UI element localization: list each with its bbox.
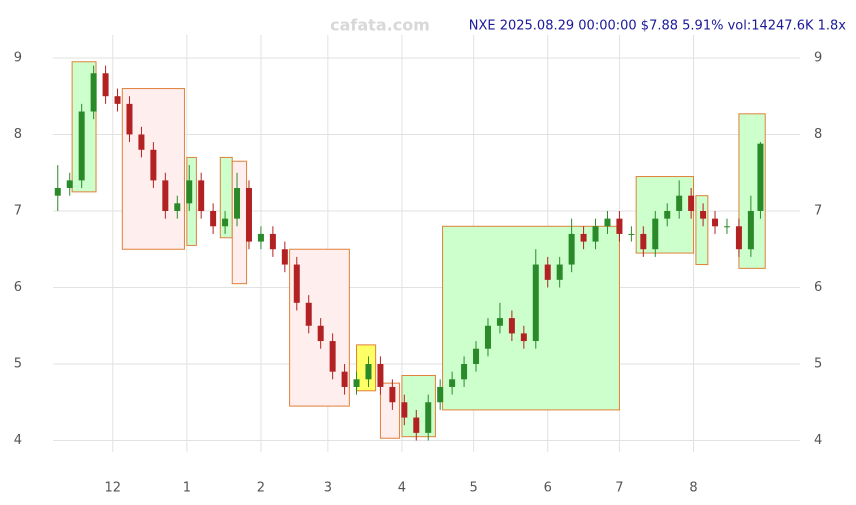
candle-body [377, 364, 384, 387]
candle-body [114, 96, 121, 104]
y-tick-label-right: 4 [814, 433, 822, 448]
x-tick-label: 2 [257, 481, 265, 496]
pattern-box [442, 225, 620, 411]
candle-body [664, 210, 671, 219]
candle-body [449, 379, 456, 387]
y-tick-label-right: 7 [814, 203, 822, 218]
y-tick-label: 4 [14, 433, 22, 448]
candle-body [401, 402, 408, 418]
candle-body [413, 417, 420, 433]
y-tick-label: 5 [14, 357, 22, 372]
y-tick-label-right: 5 [814, 357, 822, 372]
watermark: cafata.com [330, 16, 430, 35]
x-tick-label: 3 [324, 481, 332, 496]
candle-body [222, 218, 229, 227]
candle-body [425, 402, 432, 433]
candle-body [532, 264, 539, 342]
candle-body [90, 73, 97, 112]
candle-body [592, 226, 599, 242]
y-tick-label: 6 [14, 280, 22, 295]
candle-body [437, 386, 444, 403]
candle-body [353, 379, 360, 387]
candle-body [568, 233, 575, 265]
candle-body [735, 226, 742, 250]
x-tick-label: 12 [104, 481, 121, 496]
candle-body [757, 143, 764, 211]
candle-body [640, 233, 647, 250]
candle-body [198, 180, 205, 211]
candle-body [210, 210, 217, 227]
candle-body [580, 233, 587, 242]
x-tick-label: 4 [398, 481, 406, 496]
candle-body [520, 333, 527, 342]
candle-body [186, 180, 193, 204]
candle-body [628, 233, 635, 235]
candle-body [126, 103, 133, 135]
candle-body [508, 318, 515, 334]
candle-body [174, 203, 181, 211]
y-tick-label-right: 9 [814, 50, 822, 65]
candle-body [676, 195, 683, 211]
x-tick-label: 5 [469, 481, 477, 496]
candle-body [616, 218, 623, 234]
candle-body [688, 195, 695, 211]
candle-body [78, 111, 85, 181]
candle-body [162, 180, 169, 211]
candle-body [712, 218, 719, 227]
candle-body [723, 226, 730, 228]
candle-body [329, 341, 336, 372]
pattern-box [231, 160, 248, 285]
candle-body [473, 348, 480, 365]
candle-body [747, 210, 754, 250]
y-tick-label-right: 8 [814, 127, 822, 142]
candle-body [556, 264, 563, 280]
candle-body [234, 188, 241, 219]
y-tick-label: 8 [14, 127, 22, 142]
candle-body [496, 318, 503, 326]
y-tick-label: 9 [14, 50, 22, 65]
candle-body [317, 325, 324, 342]
candle-body [54, 188, 61, 196]
candle-body [652, 218, 659, 250]
candle-body [138, 134, 145, 150]
x-tick-label: 1 [183, 481, 191, 496]
candle-body [389, 386, 396, 403]
candle-body [102, 73, 109, 97]
candle-body [257, 233, 264, 242]
candle-body [245, 188, 252, 242]
chart-title: NXE 2025.08.29 00:00:00 $7.88 5.91% vol:… [469, 19, 847, 34]
candle-body [293, 264, 300, 303]
candle-body [604, 218, 611, 227]
x-tick-label: 6 [544, 481, 552, 496]
pattern-box [695, 195, 709, 266]
candle-body [341, 371, 348, 387]
x-tick-label: 7 [615, 481, 623, 496]
x-tick-label: 8 [689, 481, 697, 496]
candle-body [66, 180, 73, 189]
candle-body [700, 210, 707, 219]
y-tick-label-right: 6 [814, 280, 822, 295]
y-tick-label: 7 [14, 203, 22, 218]
candle-body [281, 249, 288, 265]
candle-body [269, 233, 276, 250]
candle-body [365, 364, 372, 380]
candle-body [150, 149, 157, 181]
candle-body [305, 302, 312, 326]
candle-body [484, 325, 491, 349]
candle-body [461, 364, 468, 380]
candle-body [544, 264, 551, 280]
